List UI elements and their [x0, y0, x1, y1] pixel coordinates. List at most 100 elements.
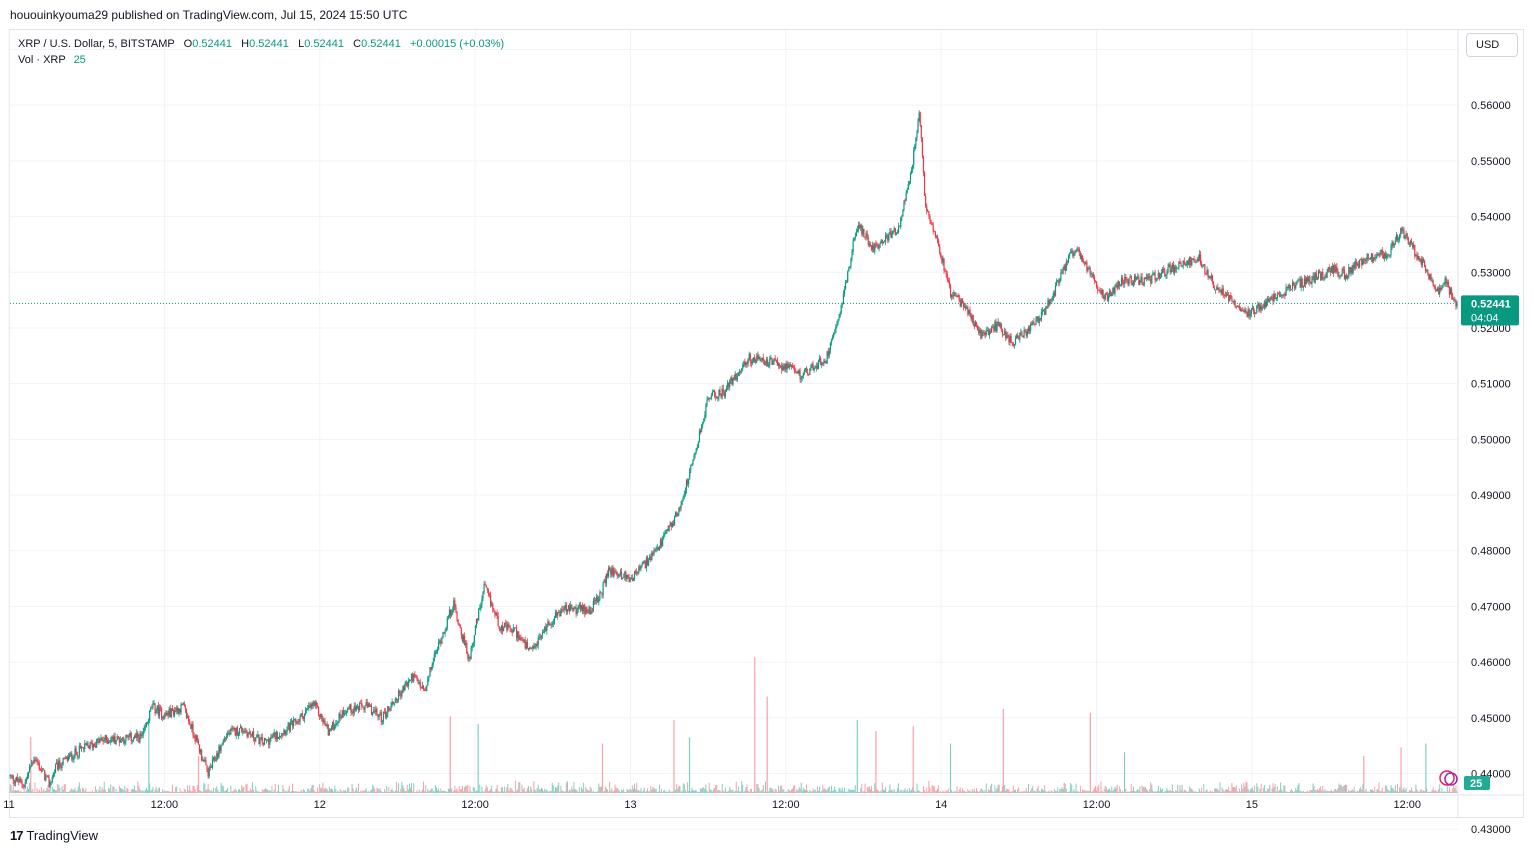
candle-body	[300, 713, 302, 717]
volume-bar	[1413, 791, 1415, 793]
volume-bar	[800, 782, 802, 793]
candle-body	[1336, 266, 1338, 271]
volume-spike	[1089, 712, 1091, 793]
volume-spike	[949, 743, 952, 793]
volume-bar	[929, 787, 931, 793]
candle-body	[788, 364, 790, 369]
candle-body	[1017, 335, 1019, 339]
candle-body	[848, 267, 850, 272]
candle-body	[1072, 250, 1074, 256]
candle-body	[427, 678, 429, 686]
candle-body	[524, 639, 526, 649]
candle-body	[396, 699, 399, 701]
candle-body	[807, 372, 809, 375]
candle-body	[473, 635, 475, 644]
volume-bar	[267, 789, 269, 793]
volume-bar	[481, 786, 483, 793]
volume-bar	[240, 790, 242, 793]
candle-body	[537, 637, 539, 646]
candle-body	[870, 245, 873, 250]
volume-bar	[399, 791, 401, 793]
candle-body	[915, 137, 917, 146]
candle-body	[1269, 299, 1271, 302]
candle-body	[936, 236, 939, 242]
candle-body	[15, 777, 18, 782]
tradingview-brand[interactable]: 17 TradingView	[10, 828, 98, 843]
volume-bar	[152, 787, 154, 793]
candle-body	[668, 525, 670, 532]
candle-body	[703, 418, 705, 423]
volume-bar	[771, 788, 773, 793]
volume-bar	[809, 789, 811, 793]
volume-bar	[1412, 790, 1414, 793]
volume-bar	[1255, 791, 1257, 793]
candle-body	[1249, 313, 1251, 317]
candle-body	[643, 561, 645, 563]
candle-body	[469, 657, 471, 659]
legend-symbol-row[interactable]: XRP / U.S. Dollar, 5, BITSTAMP O0.52441 …	[18, 36, 504, 52]
candle-body	[517, 631, 519, 638]
volume-bar	[170, 791, 172, 793]
candle-body	[1341, 268, 1343, 275]
volume-bar	[568, 791, 570, 793]
last-price-value: 0.52441	[1471, 298, 1511, 310]
candle-body	[1203, 264, 1205, 266]
volume-bar	[172, 791, 174, 793]
currency-button[interactable]: USD	[1466, 33, 1518, 57]
volume-bar	[854, 785, 856, 793]
volume-bar	[1187, 792, 1189, 793]
legend-volume-row[interactable]: Vol · XRP 25	[18, 52, 504, 68]
volume-bar	[1042, 789, 1044, 793]
volume-bar	[1016, 792, 1018, 793]
candle-body	[278, 735, 281, 737]
candle-body	[616, 572, 618, 577]
volume-bar	[1119, 789, 1121, 793]
candle-body	[842, 293, 844, 304]
candle-body	[1454, 299, 1456, 301]
candle-body	[688, 478, 690, 485]
candle-body	[1436, 287, 1439, 291]
volume-bar	[1296, 789, 1298, 793]
volume-bar	[1428, 791, 1430, 793]
candle-body	[23, 786, 25, 788]
candle-body	[67, 756, 70, 761]
candle-body	[805, 368, 808, 373]
candle-body	[940, 252, 942, 257]
candle-body	[39, 769, 41, 771]
candle-body	[1073, 253, 1075, 256]
time-tick-label: 11	[3, 799, 14, 811]
brand-name: TradingView	[26, 828, 99, 843]
volume-bar	[365, 788, 367, 793]
volume-bar	[984, 789, 986, 793]
candle-body	[1324, 275, 1326, 278]
candle-body	[612, 567, 614, 577]
volume-bar	[970, 791, 972, 793]
legend-volume-value: 25	[73, 54, 86, 66]
candle-body	[532, 645, 534, 649]
candle-body	[804, 368, 807, 371]
candle-body	[1310, 282, 1312, 285]
volume-bar	[126, 787, 128, 793]
candle-body	[168, 708, 170, 716]
candle-body	[264, 738, 267, 740]
volume-bar	[523, 787, 525, 793]
volume-bar	[1118, 786, 1120, 793]
candle-body	[417, 679, 419, 683]
volume-bar	[889, 784, 891, 793]
volume-bar	[558, 782, 560, 793]
candle-body	[1397, 239, 1400, 241]
volume-bar	[521, 784, 523, 793]
volume-bar	[1450, 792, 1452, 793]
candle-body	[828, 350, 830, 356]
volume-bar	[921, 791, 923, 793]
candle-body	[472, 643, 474, 647]
candle-body	[1057, 280, 1059, 282]
volume-bar	[223, 791, 225, 793]
volume-bar	[1036, 788, 1038, 793]
candle-body	[971, 315, 973, 320]
volume-bar	[1074, 791, 1076, 793]
volume-bar	[1084, 789, 1086, 793]
volume-bar	[280, 791, 282, 793]
candle-body	[904, 200, 906, 202]
